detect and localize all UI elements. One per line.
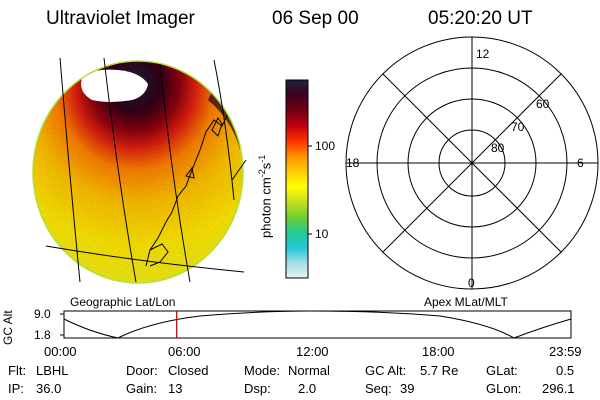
filter-label: Flt: (8, 363, 27, 378)
glon-label: GLon: (486, 381, 522, 396)
geographic-frame-label: Geographic Lat/Lon (70, 295, 176, 309)
glat-label: GLat: (486, 363, 518, 378)
mode-value: Normal (288, 363, 330, 378)
mlt-label-12: 12 (476, 47, 490, 61)
colorbar-tick-100: 100 (315, 139, 336, 153)
lat-label-60: 60 (536, 97, 550, 111)
instrument-title: Ultraviolet Imager (46, 8, 195, 29)
glat-value: 0.5 (556, 363, 575, 378)
time-tick-1800: 18:00 (422, 344, 455, 359)
earth-image (32, 57, 247, 284)
time-tick-0600: 06:00 (168, 344, 201, 359)
mlt-label-6: 6 (577, 156, 584, 170)
dsp-value: 2.0 (298, 381, 317, 396)
colorbar-tick-10: 10 (315, 227, 329, 241)
alt-axis-label: GC Alt (1, 310, 15, 345)
colorbar (285, 79, 312, 279)
seq-label: Seq: (365, 381, 392, 396)
glon-value: 296.1 (542, 381, 575, 396)
gain-label: Gain: (126, 381, 158, 396)
time-tick-0000: 00:00 (44, 344, 77, 359)
dsp-label: Dsp: (244, 381, 271, 396)
ip-label: IP: (8, 381, 24, 396)
gc-alt-label: GC Alt: (365, 363, 407, 378)
ip-value: 36.0 (36, 381, 62, 396)
alt-tick-low: 1.8 (34, 328, 51, 342)
date-label: 06 Sep 00 (272, 8, 359, 29)
polar-plot (345, 36, 599, 290)
filter-value: LBHL (36, 363, 69, 378)
colorbar-unit-label: photon cm-2s-1 (257, 154, 274, 238)
mlt-label-18: 18 (346, 156, 360, 170)
time-tick-1200: 12:00 (296, 344, 329, 359)
alt-tick-high: 9.0 (34, 307, 51, 321)
gain-value: 13 (168, 381, 183, 396)
altitude-strip (60, 310, 572, 339)
time-tick-2359: 23:59 (549, 344, 582, 359)
lat-label-80: 80 (491, 141, 505, 155)
mlt-label-0: 0 (468, 276, 475, 290)
time-label: 05:20:20 UT (428, 8, 533, 29)
lat-label-70: 70 (511, 120, 525, 134)
mode-label: Mode: (244, 363, 281, 378)
apex-frame-label: Apex MLat/MLT (424, 295, 508, 309)
gc-alt-value: 5.7 Re (420, 363, 459, 378)
door-value: Closed (168, 363, 209, 378)
door-label: Door: (126, 363, 158, 378)
seq-value: 39 (400, 381, 415, 396)
